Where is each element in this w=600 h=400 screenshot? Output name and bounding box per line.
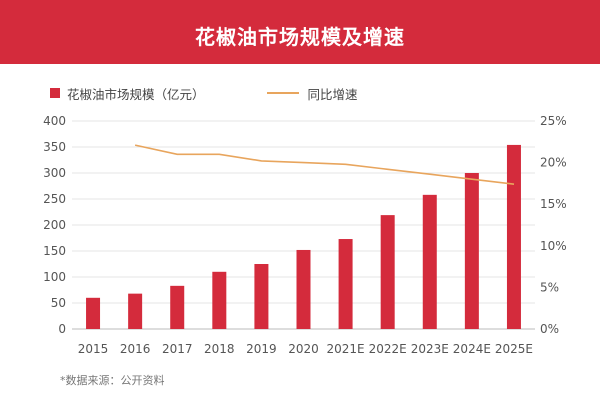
y-tick-label: 0 bbox=[58, 322, 66, 336]
y-tick-label: 400 bbox=[43, 114, 66, 128]
y-tick-label: 50 bbox=[51, 296, 66, 310]
x-tick-label: 2022E bbox=[369, 342, 407, 356]
bar-2022E bbox=[380, 215, 395, 329]
y-tick-label: 150 bbox=[43, 244, 66, 258]
x-tick-label: 2019 bbox=[246, 342, 277, 356]
y2-tick-label: 20% bbox=[540, 156, 567, 170]
y2-tick-label: 25% bbox=[540, 114, 567, 128]
legend-bar-swatch bbox=[50, 88, 60, 98]
x-tick-label: 2025E bbox=[495, 342, 533, 356]
legend-label-growth: 同比增速 bbox=[307, 86, 358, 102]
bar-2023E bbox=[422, 194, 437, 329]
bar-2017 bbox=[170, 285, 185, 329]
bar-2018 bbox=[212, 271, 227, 329]
y-tick-label: 300 bbox=[43, 166, 66, 180]
legend-line-swatch bbox=[266, 92, 299, 94]
x-tick-label: 2024E bbox=[453, 342, 491, 356]
legend: 花椒油市场规模（亿元） 同比增速 bbox=[50, 84, 358, 102]
x-tick-label: 2018 bbox=[204, 342, 235, 356]
y2-tick-label: 10% bbox=[540, 239, 567, 253]
bar-2025E bbox=[506, 144, 521, 329]
x-tick-label: 2016 bbox=[120, 342, 151, 356]
legend-item-growth: 同比增速 bbox=[266, 84, 358, 103]
bar-2024E bbox=[464, 173, 479, 329]
data-source-note: *数据来源：公开资料 bbox=[60, 374, 165, 387]
x-tick-label: 2023E bbox=[411, 342, 449, 356]
x-tick-label: 2015 bbox=[78, 342, 109, 356]
chart-title: 花椒油市场规模及增速 bbox=[195, 24, 405, 49]
bar-2021E bbox=[338, 239, 353, 329]
x-tick-label: 2017 bbox=[162, 342, 193, 356]
growth-rate-line bbox=[134, 144, 515, 185]
y2-tick-label: 0% bbox=[540, 322, 559, 336]
title-banner: 花椒油市场规模及增速 bbox=[0, 0, 600, 64]
bar-2020 bbox=[296, 249, 311, 329]
legend-item-market-size: 花椒油市场规模（亿元） bbox=[50, 84, 205, 103]
y2-tick-label: 15% bbox=[540, 197, 567, 211]
x-tick-label: 2021E bbox=[327, 342, 365, 356]
y2-tick-label: 5% bbox=[540, 280, 559, 294]
legend-label-market-size: 花椒油市场规模（亿元） bbox=[67, 86, 205, 102]
y-tick-label: 100 bbox=[43, 270, 66, 284]
x-tick-label: 2020 bbox=[288, 342, 319, 356]
y-tick-label: 350 bbox=[43, 140, 66, 154]
y-tick-label: 200 bbox=[43, 218, 66, 232]
bar-2019 bbox=[254, 264, 269, 329]
bar-2016 bbox=[128, 293, 143, 329]
bar-2015 bbox=[86, 297, 101, 329]
y-tick-label: 250 bbox=[43, 192, 66, 206]
